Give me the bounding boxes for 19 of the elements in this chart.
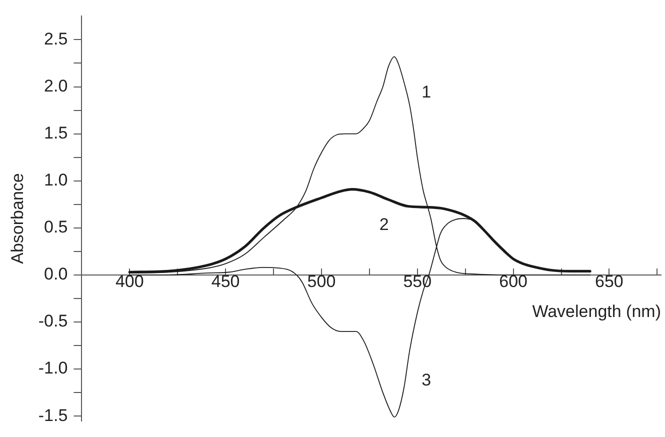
y-tick-label: 2.5: [44, 29, 68, 48]
series-label: 3: [422, 370, 432, 390]
y-tick-label: 0.0: [44, 264, 68, 284]
x-tick-label: 650: [595, 272, 624, 291]
series-label: 2: [379, 215, 389, 234]
y-tick-label: 1.0: [44, 170, 68, 190]
y-tick-label: -0.5: [38, 312, 68, 331]
series-label: 1: [422, 82, 432, 102]
y-tick-label: 0.5: [44, 218, 68, 237]
y-tick-label: -1.5: [38, 406, 68, 425]
y-tick-label: -1.0: [38, 358, 68, 378]
y-axis-title: Absorbance: [8, 173, 27, 264]
x-tick-label: 500: [307, 272, 336, 291]
x-tick-label: 600: [499, 272, 528, 291]
x-axis-title: Wavelength (nm): [532, 302, 661, 322]
y-tick-label: 1.5: [44, 124, 68, 143]
y-tick-label: 2.0: [44, 76, 68, 96]
x-tick-label: 450: [211, 272, 240, 291]
x-tick-label: 400: [115, 272, 144, 291]
